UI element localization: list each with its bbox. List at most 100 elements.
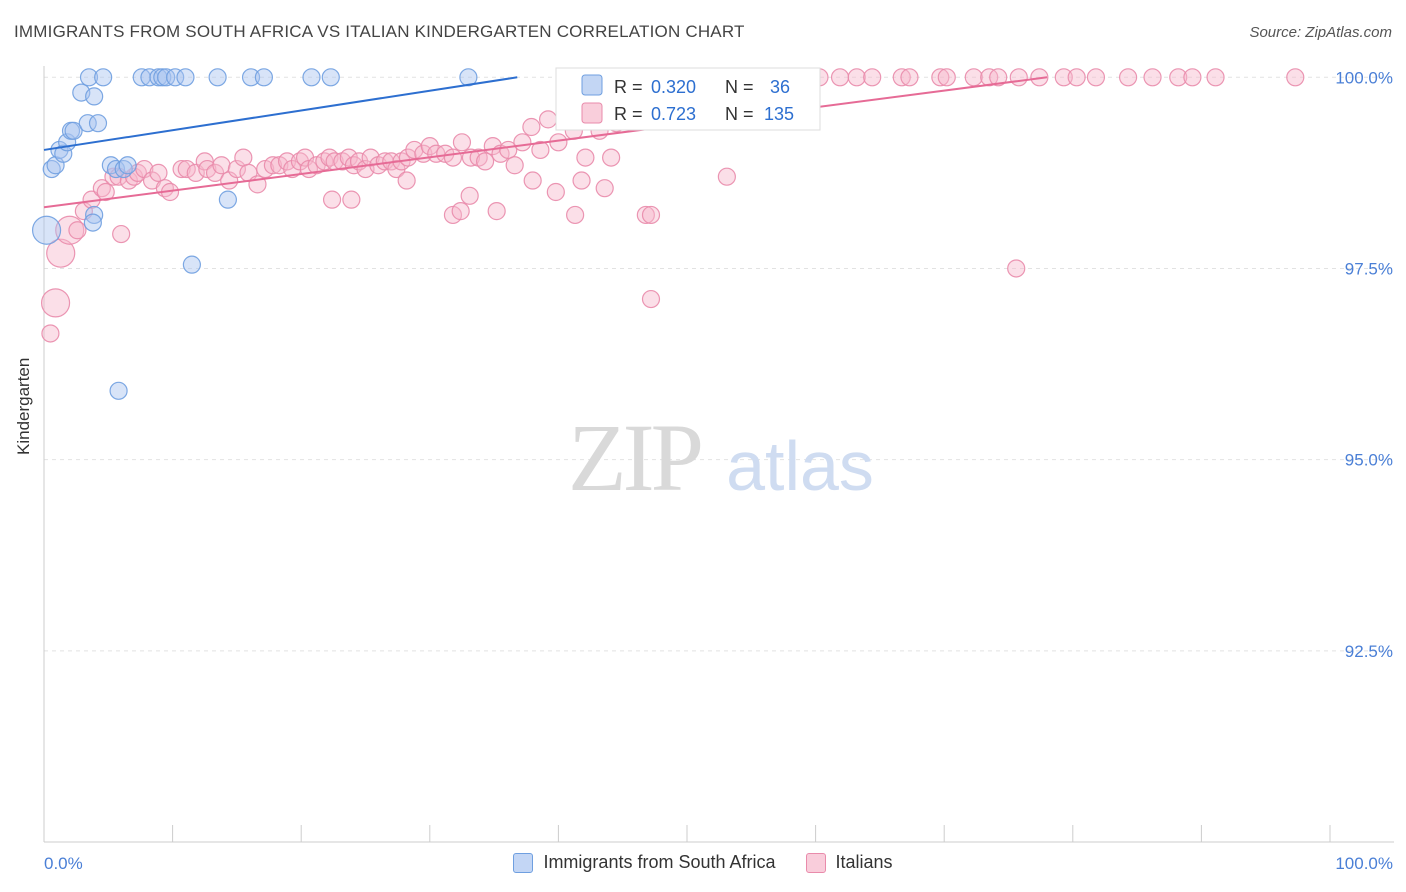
point-italians xyxy=(361,148,380,167)
legend-n-label-blue: N = xyxy=(725,77,754,97)
point-italians xyxy=(451,202,470,221)
point-italians xyxy=(342,190,361,209)
series-south-africa xyxy=(31,68,478,400)
point-italians xyxy=(46,238,76,268)
y-tick-label: 95.0% xyxy=(1345,451,1393,470)
point-italians xyxy=(641,289,661,309)
point-italians xyxy=(523,171,542,190)
legend-swatch-south-africa xyxy=(513,852,534,873)
point-south-africa xyxy=(64,121,83,140)
legend-bottom: Immigrants from South Africa Italians xyxy=(0,852,1406,873)
point-italians xyxy=(1054,68,1073,87)
legend-item-italians: Italians xyxy=(805,852,893,873)
legend-n-label-pink: N = xyxy=(725,104,754,124)
point-italians xyxy=(892,68,911,87)
x-tick-label: 100.0% xyxy=(1335,854,1393,873)
point-south-africa xyxy=(321,68,340,87)
point-italians xyxy=(641,205,661,225)
point-italians xyxy=(1169,68,1188,87)
point-south-africa xyxy=(54,144,73,163)
trendline-italians xyxy=(43,76,1048,209)
legend-r-value-blue: 0.320 xyxy=(651,77,696,97)
point-italians xyxy=(96,182,115,202)
point-south-africa xyxy=(85,87,104,106)
point-south-africa xyxy=(85,205,104,225)
point-south-africa xyxy=(302,68,321,87)
legend-n-value-pink: 135 xyxy=(764,104,794,124)
point-italians xyxy=(487,202,506,221)
point-italians xyxy=(234,148,253,167)
point-south-africa xyxy=(176,68,195,87)
point-italians xyxy=(1067,68,1086,87)
source-note: Source: ZipAtlas.com xyxy=(1249,24,1392,41)
point-south-africa xyxy=(153,68,172,87)
point-italians xyxy=(1206,68,1225,87)
point-south-africa xyxy=(106,159,126,179)
legend-label-italians: Italians xyxy=(835,852,893,872)
point-south-africa xyxy=(182,255,201,274)
point-italians xyxy=(989,68,1008,87)
legend-item-south-africa: Immigrants from South Africa xyxy=(513,852,776,873)
trendlines xyxy=(43,76,1048,209)
y-axis-title: Kindergarten xyxy=(14,357,33,455)
point-italians xyxy=(937,68,956,87)
point-italians xyxy=(212,156,231,175)
watermark: ZIP atlas xyxy=(568,404,874,511)
point-italians xyxy=(1183,68,1202,87)
point-italians xyxy=(460,186,479,205)
point-italians xyxy=(68,221,87,240)
point-italians xyxy=(227,159,246,179)
point-italians xyxy=(931,68,950,87)
point-italians xyxy=(572,171,591,190)
legend-swatch-blue xyxy=(581,74,603,96)
point-italians xyxy=(863,68,882,87)
trendline-south-africa xyxy=(43,76,518,151)
chart-title: IMMIGRANTS FROM SOUTH AFRICA VS ITALIAN … xyxy=(14,22,745,41)
point-south-africa xyxy=(254,68,274,87)
legend-label-south-africa: Immigrants from South Africa xyxy=(543,852,776,872)
point-italians xyxy=(55,215,85,245)
point-italians xyxy=(636,205,655,225)
point-south-africa xyxy=(31,215,62,245)
point-south-africa xyxy=(109,381,128,400)
point-italians xyxy=(717,167,736,186)
y-tick-label: 92.5% xyxy=(1345,642,1393,661)
point-italians xyxy=(1009,68,1028,87)
point-italians xyxy=(475,152,495,171)
point-italians xyxy=(531,140,550,160)
point-italians xyxy=(522,117,541,137)
point-italians xyxy=(40,288,71,318)
legend-r-label-blue: R = xyxy=(614,77,643,97)
point-south-africa xyxy=(218,190,237,209)
point-south-africa xyxy=(79,68,99,87)
point-italians xyxy=(539,110,558,129)
point-italians xyxy=(900,68,919,87)
point-italians xyxy=(964,68,983,87)
point-italians xyxy=(443,148,463,167)
point-italians xyxy=(172,159,191,179)
point-italians xyxy=(847,68,866,87)
point-italians xyxy=(452,133,472,152)
point-south-africa xyxy=(78,114,97,133)
watermark-atlas: atlas xyxy=(726,427,874,505)
legend-r-label-pink: R = xyxy=(614,104,643,124)
point-italians xyxy=(41,324,60,343)
point-italians xyxy=(602,148,621,167)
point-south-africa xyxy=(88,114,108,133)
point-italians xyxy=(177,159,196,179)
legend-top: R = 0.320 N = 36 R = 0.723 N = 135 xyxy=(555,67,821,131)
point-italians xyxy=(505,156,524,175)
point-south-africa xyxy=(166,68,185,87)
legend-swatch-italians xyxy=(805,852,826,873)
point-italians xyxy=(1086,68,1106,87)
point-south-africa xyxy=(118,156,137,175)
point-italians xyxy=(546,182,565,202)
y-tick-label: 100.0% xyxy=(1335,68,1393,87)
point-italians xyxy=(513,133,532,152)
legend-swatch-pink xyxy=(581,102,603,124)
legend-n-value-blue: 36 xyxy=(770,77,790,97)
point-italians xyxy=(1118,68,1138,87)
x-tick-label: 0.0% xyxy=(44,854,83,873)
point-italians xyxy=(830,68,850,87)
